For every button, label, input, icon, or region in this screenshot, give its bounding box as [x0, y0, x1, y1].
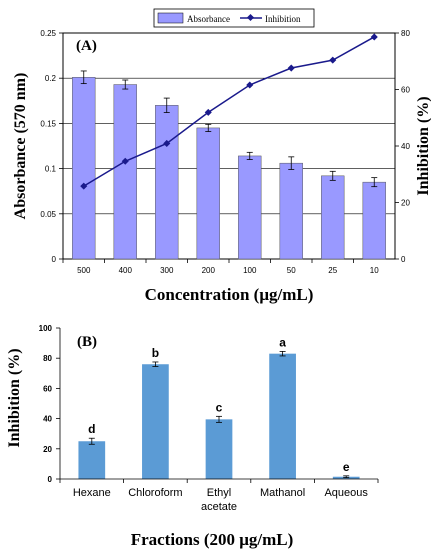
left-axis-ticks-a: 0 0.05 0.1 0.15 0.2 0.25 [40, 29, 63, 264]
y-tick-label-b: 20 [43, 445, 52, 454]
line-path-inhibition [83, 36, 375, 187]
significance-letter: c [216, 400, 223, 414]
legend-label-inhibition: Inhibition [265, 14, 301, 24]
legend-swatch-absorbance [157, 12, 184, 24]
right-axis-ticks-a: 0 20 40 60 80 [395, 29, 410, 264]
point-inhibition [329, 56, 337, 64]
bar-absorbance [113, 84, 137, 260]
bar-absorbance [362, 181, 386, 260]
panel-label-a: (A) [76, 38, 97, 54]
point-inhibition [80, 182, 88, 190]
y-tick-label-b: 80 [43, 354, 52, 363]
legend-marker-inhibition [246, 13, 255, 22]
bar-fraction [205, 419, 233, 479]
y-tick-label-b: 40 [43, 415, 52, 424]
bars-absorbance [72, 77, 386, 260]
point-inhibition [121, 157, 129, 165]
x-tick-label-a: 400 [119, 266, 133, 275]
legend-label-absorbance: Absorbance [187, 14, 230, 24]
y2-tick-label-a: 40 [401, 142, 410, 151]
x-tick-label-a: 500 [77, 266, 91, 275]
x-tick-label-b: Ethyl [207, 487, 231, 499]
y2-axis-label-a: Inhibition (%) [415, 96, 431, 195]
y2-tick-label-a: 60 [401, 86, 410, 95]
x-axis-ticks-b: Hexane Chloroform Ethyl acetate Mathanol Aque… [59, 479, 379, 513]
bar-absorbance [279, 162, 303, 260]
significance-letter: b [152, 346, 159, 360]
y-tick-label-a: 0.2 [45, 74, 57, 83]
x-axis-ticks-a: 500 400 300 200 100 50 25 10 [62, 259, 379, 275]
y-tick-label-a: 0.25 [40, 29, 56, 38]
point-inhibition [287, 64, 295, 72]
y-tick-label-a: 0.05 [40, 210, 56, 219]
y-axis-label-b: Inhibition (%) [6, 348, 23, 447]
error-bars-fractions [88, 351, 350, 479]
x-tick-label-b: Mathanol [260, 487, 305, 499]
bar-fraction [269, 353, 296, 479]
bar-absorbance [321, 175, 345, 260]
panel-label-b: (B) [77, 334, 97, 350]
x-tick-label-a: 200 [202, 266, 216, 275]
x-tick-label-a: 10 [370, 266, 379, 275]
y-tick-label-b: 60 [43, 384, 52, 393]
y2-tick-label-a: 0 [401, 255, 406, 264]
significance-letter: a [279, 335, 286, 349]
legend-a: Absorbance Inhibition [153, 8, 315, 28]
x-tick-label-a: 100 [243, 266, 257, 275]
x-tick-label-b: acetate [201, 501, 237, 513]
y2-tick-label-a: 20 [401, 199, 410, 208]
x-tick-label-b: Aqueous [324, 487, 368, 499]
error-bars-absorbance [80, 70, 378, 188]
significance-letter: e [343, 460, 350, 474]
point-inhibition [370, 33, 378, 41]
x-tick-label-a: 25 [328, 266, 337, 275]
x-tick-label-b: Hexane [73, 487, 111, 499]
point-inhibition [246, 81, 254, 89]
point-inhibition [163, 139, 171, 147]
bar-fraction [78, 441, 106, 479]
y-axis-ticks-b: 0 20 40 60 80 100 [39, 324, 60, 484]
x-axis-label-a: Concentration (μg/mL) [145, 285, 314, 304]
plot-area-a [62, 32, 396, 260]
significance-letter: d [88, 422, 95, 436]
y2-tick-label-a: 80 [401, 29, 410, 38]
legend-box [153, 8, 315, 28]
y-tick-label-a: 0 [52, 255, 57, 264]
x-tick-label-b: Chloroform [128, 487, 182, 499]
bar-fraction [142, 364, 169, 479]
y-axis-label-a: Absorbance (570 nm) [12, 73, 29, 220]
x-tick-label-a: 300 [160, 266, 174, 275]
point-inhibition [204, 108, 212, 116]
bar-absorbance [238, 155, 262, 260]
x-axis-label-b: Fractions (200 μg/mL) [131, 530, 294, 549]
bar-absorbance [72, 77, 96, 260]
y-tick-label-a: 0.15 [40, 119, 56, 128]
y-tick-label-b: 0 [48, 475, 53, 484]
x-tick-label-a: 50 [287, 266, 296, 275]
y-tick-label-a: 0.1 [45, 165, 57, 174]
bar-absorbance [155, 105, 179, 260]
significance-letters: d b c a e [88, 335, 350, 473]
bar-absorbance [196, 127, 220, 260]
line-inhibition [80, 33, 378, 190]
y-tick-label-b: 100 [39, 324, 53, 333]
